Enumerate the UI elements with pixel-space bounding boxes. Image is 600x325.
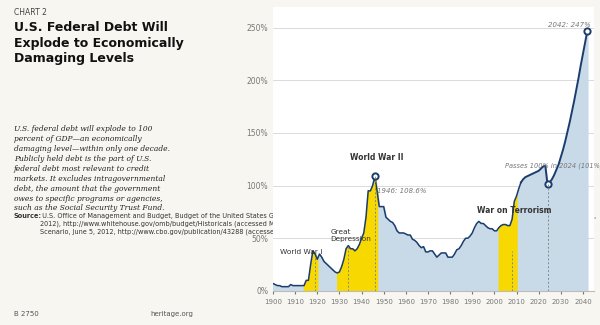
Text: 2042: 247%: 2042: 247% [548,21,590,28]
Text: 1946: 108.6%: 1946: 108.6% [377,188,427,194]
Text: War on Terrorism: War on Terrorism [476,206,551,215]
Text: B 2750: B 2750 [14,311,38,317]
Text: Source:: Source: [14,213,41,219]
Text: U.S. federal debt will explode to 100
percent of GDP—an economically
damaging le: U.S. federal debt will explode to 100 pe… [14,125,170,213]
Text: Passes 100% in 2024 (101%): Passes 100% in 2024 (101%) [505,162,600,169]
Text: Great
Depression: Great Depression [331,229,371,242]
Text: heritage.org: heritage.org [150,311,193,317]
Text: World War I: World War I [280,249,322,255]
Text: CHART 2: CHART 2 [14,8,47,17]
Text: World War II: World War II [350,153,404,162]
Text: U.S. Office of Management and Budget, Budget of the United States Government, Fi: U.S. Office of Management and Budget, Bu… [40,213,596,235]
Text: U.S. Federal Debt Will
Explode to Economically
Damaging Levels: U.S. Federal Debt Will Explode to Econom… [14,21,184,65]
